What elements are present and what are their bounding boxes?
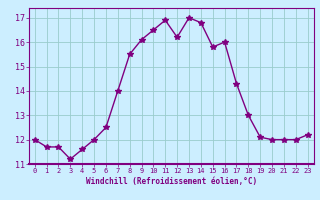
X-axis label: Windchill (Refroidissement éolien,°C): Windchill (Refroidissement éolien,°C) — [86, 177, 257, 186]
